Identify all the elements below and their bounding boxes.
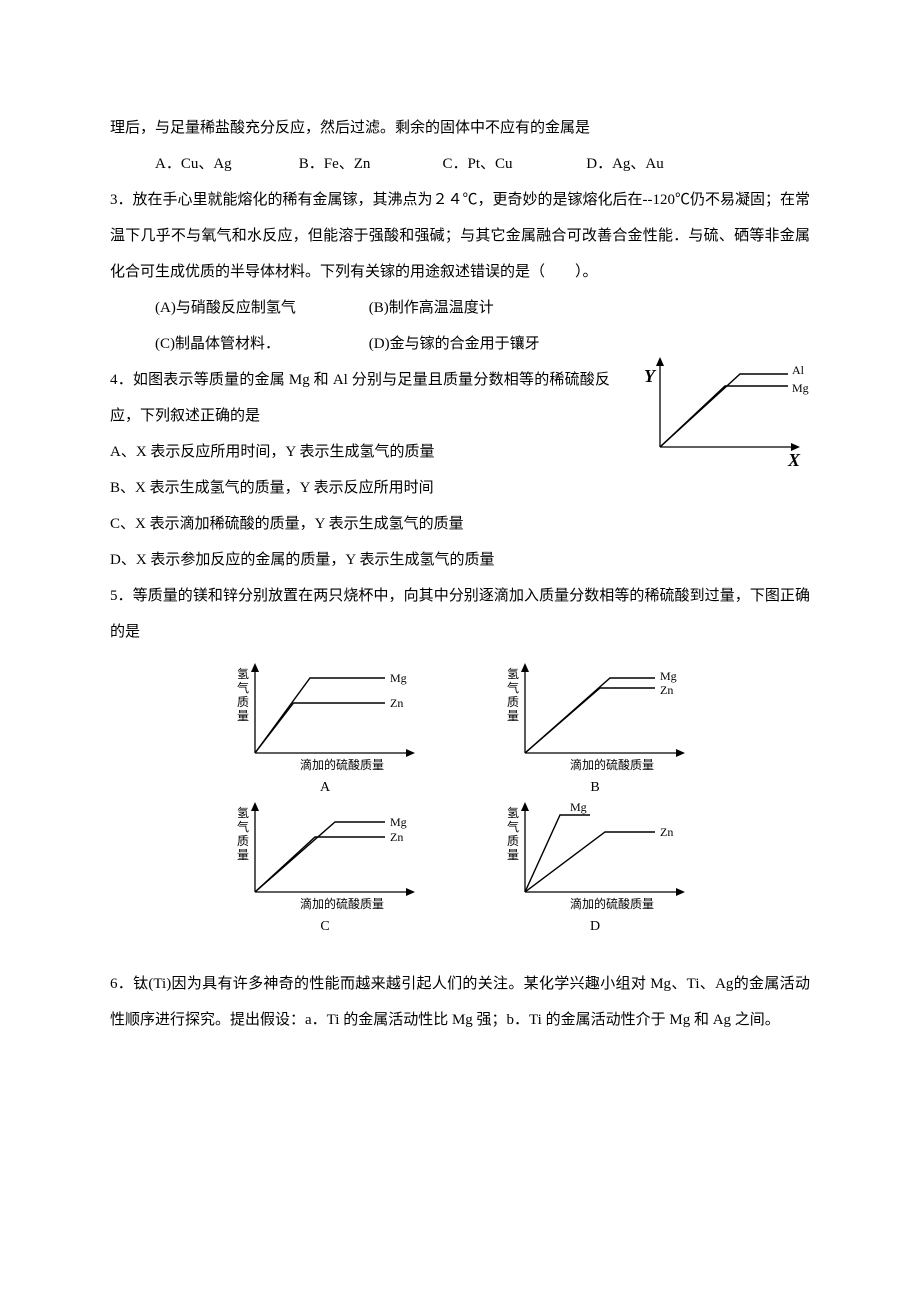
q4-y-label: Y bbox=[644, 366, 657, 386]
q5-fig-a: 氢气质量滴加的硫酸质量 Mg Zn A bbox=[200, 658, 450, 797]
q5-fig-b-label: B bbox=[470, 778, 720, 797]
svg-text:Mg: Mg bbox=[570, 800, 587, 814]
svg-text:质: 质 bbox=[507, 834, 519, 848]
q2-options: A．Cu、Ag B．Fe、Zn C．Pt、Cu D．Ag、Au bbox=[110, 146, 810, 182]
svg-text:量: 量 bbox=[237, 709, 249, 723]
q2-opt-b: B．Fe、Zn bbox=[299, 146, 439, 182]
q2-opt-d: D．Ag、Au bbox=[586, 146, 664, 182]
q4-opt-b: B、X 表示生成氢气的质量，Y 表示反应所用时间 bbox=[110, 470, 810, 506]
q5-fig-b: 氢气质量滴加的硫酸质量 MgZn B bbox=[470, 658, 720, 797]
q5-fig-c: 氢气质量滴加的硫酸质量 MgZn C bbox=[200, 797, 450, 936]
svg-text:Zn: Zn bbox=[390, 830, 403, 844]
svg-text:氢: 氢 bbox=[507, 666, 519, 681]
q4-mg-label: Mg bbox=[792, 381, 809, 395]
q5-fig-a-label: A bbox=[200, 778, 450, 797]
svg-text:Zn: Zn bbox=[390, 696, 403, 710]
svg-text:Mg: Mg bbox=[390, 671, 407, 685]
q2-opt-c: C．Pt、Cu bbox=[443, 146, 583, 182]
q2-opt-a: A．Cu、Ag bbox=[155, 146, 295, 182]
svg-text:氢: 氢 bbox=[237, 666, 249, 681]
q5-fig-d: 氢气质量滴加的硫酸质量 Mg Zn D bbox=[470, 797, 720, 936]
page: 理后，与足量稀盐酸充分反应，然后过滤。剩余的固体中不应有的金属是 A．Cu、Ag… bbox=[0, 0, 920, 1302]
q3-stem: 3．放在手心里就能熔化的稀有金属镓，其沸点为２４℃，更奇妙的是镓熔化后在--12… bbox=[110, 182, 810, 290]
svg-text:氢: 氢 bbox=[507, 805, 519, 820]
q3-opt-c: (C)制晶体管材料． bbox=[155, 326, 365, 362]
q2-tail-line: 理后，与足量稀盐酸充分反应，然后过滤。剩余的固体中不应有的金属是 bbox=[110, 110, 810, 146]
svg-text:质: 质 bbox=[507, 695, 519, 709]
q4-opt-d: D、X 表示参加反应的金属的质量，Y 表示生成氢气的质量 bbox=[110, 542, 810, 578]
q4-graph: Y X Al Mg bbox=[630, 352, 820, 472]
q6-stem: 6．钛(Ti)因为具有许多神奇的性能而越来越引起人们的关注。某化学兴趣小组对 M… bbox=[110, 966, 810, 1038]
q4-x-label: X bbox=[787, 450, 801, 470]
svg-text:量: 量 bbox=[507, 709, 519, 723]
q3-opt-b: (B)制作高温温度计 bbox=[369, 290, 494, 326]
q3-options-line1: (A)与硝酸反应制氢气 (B)制作高温温度计 bbox=[110, 290, 810, 326]
svg-text:滴加的硫酸质量: 滴加的硫酸质量 bbox=[300, 896, 384, 911]
svg-text:滴加的硫酸质量: 滴加的硫酸质量 bbox=[570, 757, 654, 772]
svg-text:气: 气 bbox=[507, 819, 519, 834]
svg-text:氢: 氢 bbox=[237, 805, 249, 820]
svg-text:滴加的硫酸质量: 滴加的硫酸质量 bbox=[570, 896, 654, 911]
q5-fig-c-label: C bbox=[200, 917, 450, 936]
svg-text:Zn: Zn bbox=[660, 683, 673, 697]
q4-block: 4．如图表示等质量的金属 Mg 和 Al 分别与足量且质量分数相等的稀硫酸反应，… bbox=[110, 362, 810, 578]
svg-text:质: 质 bbox=[237, 695, 249, 709]
svg-text:滴加的硫酸质量: 滴加的硫酸质量 bbox=[300, 757, 384, 772]
svg-text:气: 气 bbox=[507, 680, 519, 695]
q3-opt-a: (A)与硝酸反应制氢气 bbox=[155, 290, 365, 326]
q4-opt-c: C、X 表示滴加稀硫酸的质量，Y 表示生成氢气的质量 bbox=[110, 506, 810, 542]
svg-text:Zn: Zn bbox=[660, 825, 673, 839]
svg-text:量: 量 bbox=[507, 848, 519, 862]
svg-text:质: 质 bbox=[237, 834, 249, 848]
svg-text:量: 量 bbox=[237, 848, 249, 862]
q3-opt-d: (D)金与镓的合金用于镶牙 bbox=[369, 326, 540, 362]
svg-text:Mg: Mg bbox=[660, 669, 677, 683]
q4-al-label: Al bbox=[792, 363, 805, 377]
q5-figures: 氢气质量滴加的硫酸质量MgZn A 氢气质量滴加的硫酸质量MgZn B 氢气质量… bbox=[200, 658, 720, 936]
q5-stem: 5．等质量的镁和锌分别放置在两只烧杯中，向其中分别逐滴加入质量分数相等的稀硫酸到… bbox=[110, 578, 810, 650]
q5-fig-d-label: D bbox=[470, 917, 720, 936]
svg-text:气: 气 bbox=[237, 819, 249, 834]
svg-text:气: 气 bbox=[237, 680, 249, 695]
svg-text:Mg: Mg bbox=[390, 815, 407, 829]
